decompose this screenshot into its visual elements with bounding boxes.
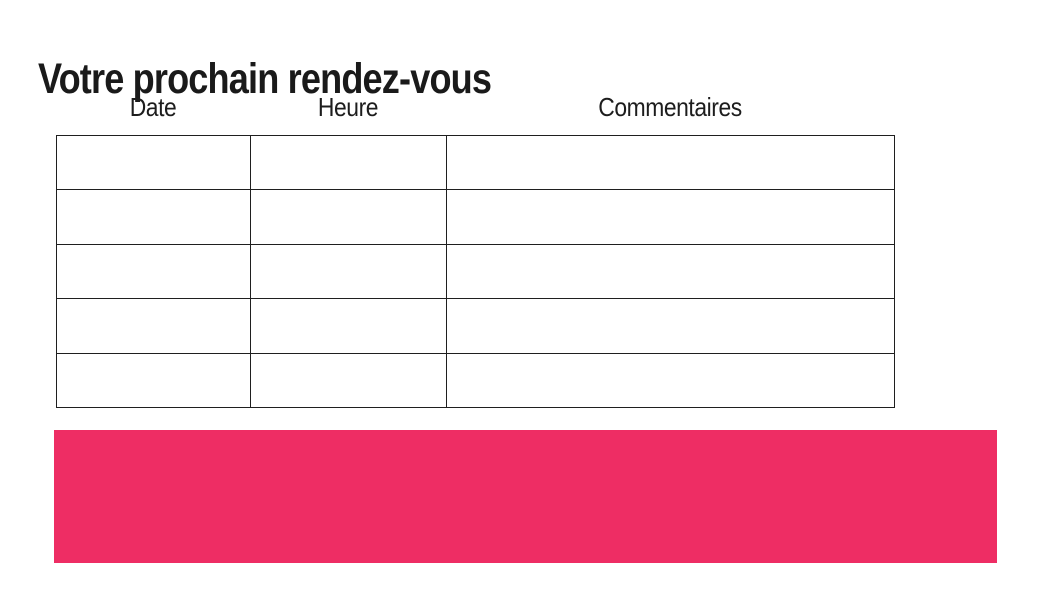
table-row	[56, 352, 895, 409]
table-cell-heure	[250, 189, 447, 245]
table-row	[56, 134, 895, 191]
page-title: Votre prochain rendez-vous	[38, 54, 492, 103]
column-header-commentaires: Commentaires	[598, 92, 742, 122]
table-cell-date	[56, 189, 251, 245]
table-cell-date	[56, 298, 251, 354]
table-cell-heure	[250, 134, 447, 191]
column-header-heure: Heure	[317, 92, 379, 122]
table-row	[56, 189, 895, 245]
table-cell-date	[56, 352, 251, 409]
column-header-date: Date	[129, 92, 177, 122]
table-cell-heure	[250, 298, 447, 354]
table-row	[56, 243, 895, 300]
table-cell-date	[56, 243, 251, 300]
table-cell-heure	[250, 352, 447, 409]
pink-highlight-bar	[54, 430, 997, 563]
table-row	[56, 298, 895, 354]
table-cell-commentaires	[446, 134, 895, 191]
table-header-row: Date Heure Commentaires	[56, 92, 894, 123]
table-cell-commentaires	[446, 189, 895, 245]
appointments-table	[56, 134, 895, 409]
table-cell-commentaires	[446, 243, 895, 300]
table-cell-commentaires	[446, 298, 895, 354]
table-cell-heure	[250, 243, 447, 300]
table-cell-date	[56, 134, 251, 191]
table-cell-commentaires	[446, 352, 895, 409]
